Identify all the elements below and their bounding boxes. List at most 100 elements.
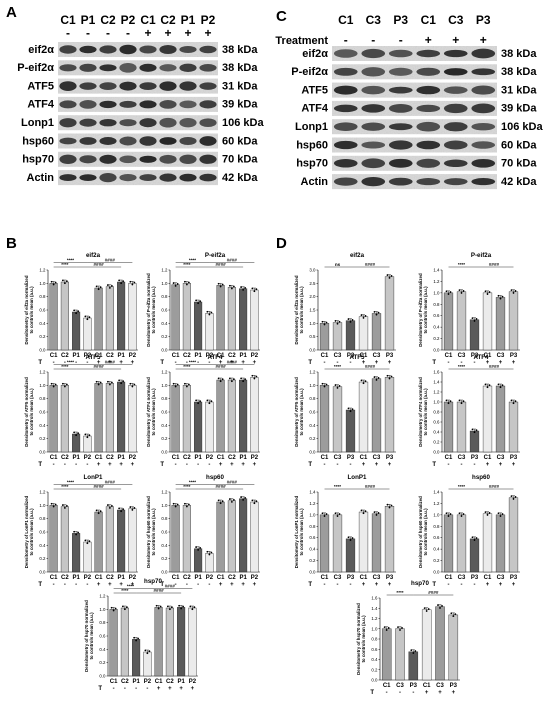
data-point — [110, 381, 113, 384]
treatment-sign: - — [324, 360, 326, 366]
molecular-weight-label: 38 kDa — [222, 62, 258, 74]
data-point — [449, 291, 452, 293]
treatment-sign: - — [324, 582, 326, 588]
bar-chart: ATF5 Densitometry of ATF5 normalized to co… — [294, 354, 396, 468]
treatment-axis-label: T — [38, 582, 42, 588]
data-point — [120, 510, 123, 513]
bar — [171, 385, 180, 453]
bar — [345, 538, 356, 573]
treatment-sign: + — [230, 462, 234, 468]
treatment-sign: + — [486, 360, 490, 366]
data-point — [176, 503, 179, 506]
y-tick-label: 0.8 — [309, 524, 316, 529]
y-tick-label: 0.6 — [161, 410, 168, 415]
blot-band — [79, 45, 97, 54]
significance-label: #### — [216, 262, 227, 267]
treatment-sign: + — [480, 33, 487, 47]
blot-band — [139, 155, 157, 163]
lane-label: P3 — [476, 13, 491, 27]
bar — [435, 606, 445, 681]
data-point — [133, 636, 136, 639]
treatment-sign: - — [337, 462, 339, 468]
lane-label: C3 — [448, 13, 464, 27]
y-tick-label: 0.8 — [161, 516, 168, 521]
blot-band — [59, 118, 77, 128]
bar — [105, 383, 114, 453]
lane-label: C1 — [60, 13, 76, 27]
blot-band — [159, 173, 177, 182]
y-tick-label: 0.2 — [161, 334, 168, 339]
y-tick-label: 1.0 — [39, 503, 46, 508]
data-point — [97, 288, 100, 291]
data-point — [77, 531, 80, 534]
data-point — [253, 502, 256, 505]
x-category-label: C1 — [217, 353, 225, 359]
data-point — [52, 385, 55, 388]
treatment-axis-label: T — [432, 360, 436, 366]
blot-band — [139, 63, 157, 72]
treatment-axis-label: T — [308, 462, 312, 468]
data-point — [95, 509, 98, 512]
data-point — [50, 280, 53, 283]
significance-label: #### — [365, 484, 376, 489]
bar-chart: LonP1 Densitometry of LonP1 normalized to … — [24, 474, 138, 588]
data-point — [334, 384, 337, 386]
significance-label: **** — [334, 364, 341, 369]
y-tick-label: 0.2 — [39, 436, 46, 441]
bar — [216, 285, 225, 351]
y-axis-label: to controls mean (a.u.) — [423, 508, 428, 556]
protein-label: hsp70 — [22, 154, 54, 166]
blot-band — [59, 137, 77, 145]
x-category-label: P2 — [206, 455, 214, 461]
data-point — [228, 284, 231, 287]
bar — [216, 379, 225, 453]
blot-band — [159, 137, 177, 145]
bar — [60, 385, 69, 453]
y-tick-label: 0.6 — [371, 647, 378, 652]
significance-label: #### — [489, 484, 500, 489]
lane-label: P3 — [393, 13, 408, 27]
chart-title: hsp70 — [411, 580, 429, 587]
bar — [194, 401, 203, 453]
bar — [395, 628, 405, 681]
y-tick-label: 1.0 — [371, 626, 378, 631]
y-tick-label: 1.2 — [309, 501, 316, 506]
data-point — [488, 291, 491, 293]
data-point — [99, 381, 102, 384]
blot-band — [199, 154, 217, 164]
bar — [239, 498, 248, 573]
treatment-sign: - — [86, 582, 88, 588]
data-point — [106, 284, 109, 286]
data-point — [185, 385, 188, 388]
x-category-label: C1 — [155, 679, 163, 685]
treatment-sign: - — [337, 360, 339, 366]
chart-title: LonP1 — [348, 474, 367, 481]
y-tick-label: 0.4 — [161, 321, 168, 326]
data-point — [50, 502, 53, 505]
significance-label: **** — [183, 484, 190, 489]
y-tick-label: 0.8 — [161, 396, 168, 401]
chart-title: P-eif2a — [471, 252, 492, 259]
blot-band — [361, 48, 386, 59]
data-point — [75, 434, 78, 437]
blot-band — [79, 82, 97, 90]
data-point — [423, 607, 426, 610]
bar — [194, 548, 203, 573]
treatment-sign: - — [86, 360, 88, 366]
x-category-label: P1 — [72, 353, 80, 359]
treatment-sign: - — [371, 33, 375, 47]
y-axis-label: Densitometry of P-eif2a normalized — [146, 273, 151, 347]
y-tick-label: 0.0 — [371, 678, 378, 683]
x-category-label: P1 — [239, 353, 247, 359]
y-tick-label: 0.0 — [433, 570, 440, 575]
y-tick-label: 1.0 — [161, 383, 168, 388]
x-category-label: C3 — [458, 575, 466, 581]
bar — [117, 509, 126, 573]
x-category-label: C2 — [106, 353, 114, 359]
y-tick-label: 0.6 — [39, 410, 46, 415]
data-point — [52, 505, 55, 508]
data-point — [52, 283, 55, 286]
y-tick-label: 0.4 — [371, 657, 378, 662]
lane-label: P1 — [81, 13, 96, 27]
